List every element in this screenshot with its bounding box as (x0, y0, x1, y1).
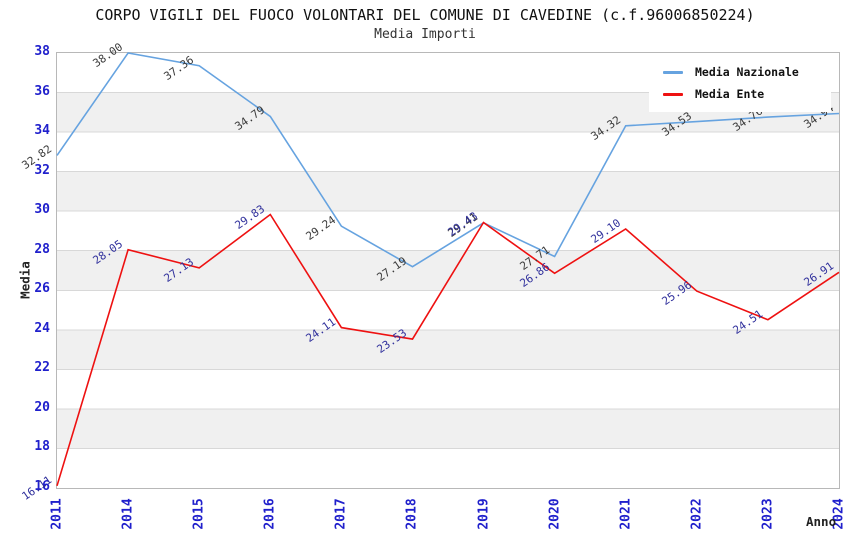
x-tick-label: 2021 (618, 498, 634, 530)
y-tick-label: 38 (34, 44, 50, 59)
x-tick-label: 2022 (689, 498, 705, 530)
plot-area-svg (56, 52, 840, 487)
x-tick-label: 2020 (547, 498, 563, 530)
x-tick-label: 2015 (191, 498, 207, 530)
x-axis-title: Anno (806, 514, 837, 529)
x-tick-label: 2019 (476, 498, 492, 530)
y-tick-label: 26 (34, 281, 50, 297)
legend-item-media-nazionale: Media Nazionale (663, 61, 831, 83)
series-line-media-ente (56, 213, 840, 487)
legend-item-media-ente: Media Ente (663, 83, 831, 105)
x-tick-label: 2023 (760, 498, 776, 530)
x-tick-label: 2016 (262, 498, 278, 530)
x-tick-label: 2018 (404, 498, 420, 530)
x-tick-label: 2011 (49, 498, 65, 530)
legend-line-swatch-nazionale (663, 70, 683, 74)
y-tick-label: 18 (34, 439, 50, 455)
legend-line-swatch-ente (663, 92, 683, 96)
legend-label-ente: Media Ente (695, 87, 765, 101)
plot-area (56, 52, 840, 489)
x-tick-label: 2017 (333, 498, 349, 530)
legend: Media Nazionale Media Ente (649, 56, 831, 112)
chart-subtitle: Media Importi (374, 27, 476, 42)
x-tick-label: 2014 (120, 498, 136, 530)
y-tick-label: 28 (34, 241, 50, 257)
chart-title: CORPO VIGILI DEL FUOCO VOLONTARI DEL COM… (95, 6, 755, 24)
y-tick-label: 16 (34, 479, 50, 494)
y-tick-label: 24 (34, 320, 50, 336)
y-tick-label: 34 (34, 123, 50, 139)
legend-label-nazionale: Media Nazionale (695, 65, 799, 79)
y-tick-label: 20 (34, 399, 50, 415)
series-line-media-nazionale (56, 52, 840, 268)
y-axis-title: Media (17, 261, 33, 299)
y-tick-label: 22 (34, 360, 50, 376)
y-tick-label: 32 (34, 162, 50, 178)
y-tick-label: 30 (34, 202, 50, 218)
y-tick-label: 36 (34, 83, 50, 99)
